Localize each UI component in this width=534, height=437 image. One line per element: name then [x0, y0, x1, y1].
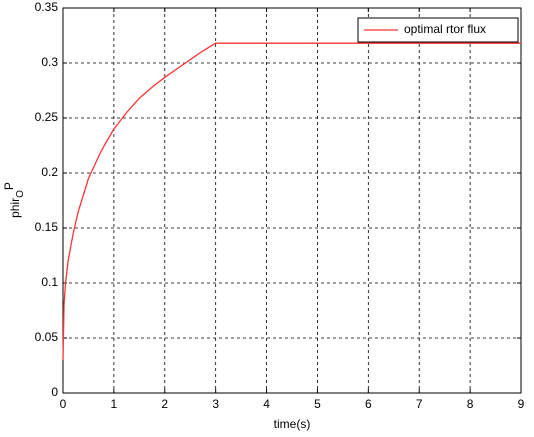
y-tick-label: 0.25	[35, 110, 59, 124]
legend-label: optimal rtor flux	[404, 22, 486, 36]
y-axis-label: phirOP	[2, 182, 25, 218]
plot-frame	[62, 7, 522, 394]
y-label-base: phir	[8, 198, 22, 218]
y-tick-label: 0	[51, 385, 58, 399]
y-label-sub: O	[15, 190, 26, 198]
y-tick-label: 0.35	[35, 0, 59, 14]
x-tick-label: 9	[518, 397, 525, 411]
legend: optimal rtor flux	[357, 17, 519, 43]
x-tick-label: 2	[161, 397, 168, 411]
x-tick-label: 5	[314, 397, 321, 411]
x-tick-label: 3	[212, 397, 219, 411]
x-tick-label: 8	[467, 397, 474, 411]
y-label-sup: P	[2, 182, 16, 190]
y-tick-label: 0.15	[35, 220, 59, 234]
y-tick-label: 0.2	[41, 165, 58, 179]
y-tick-label: 0.3	[41, 55, 58, 69]
x-tick-label: 1	[111, 397, 118, 411]
data-line	[62, 42, 521, 361]
y-axis-label-text: phirOP	[2, 182, 25, 218]
x-tick-label: 7	[416, 397, 423, 411]
x-axis-label: time(s)	[274, 417, 311, 431]
y-tick-label: 0.05	[35, 330, 59, 344]
x-tick-label: 0	[60, 397, 67, 411]
x-tick-label: 4	[263, 397, 270, 411]
y-tick-label: 0.1	[41, 275, 58, 289]
x-tick-label: 6	[365, 397, 372, 411]
